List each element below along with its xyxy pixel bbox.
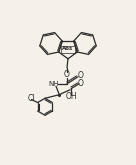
Text: O: O	[78, 79, 84, 88]
Text: NH: NH	[49, 81, 59, 87]
Text: O: O	[64, 70, 70, 79]
Text: Abs: Abs	[62, 47, 74, 51]
Text: OH: OH	[65, 92, 77, 101]
Text: O: O	[78, 71, 84, 80]
Text: Cl: Cl	[28, 94, 35, 103]
Bar	[61, 46, 75, 52]
